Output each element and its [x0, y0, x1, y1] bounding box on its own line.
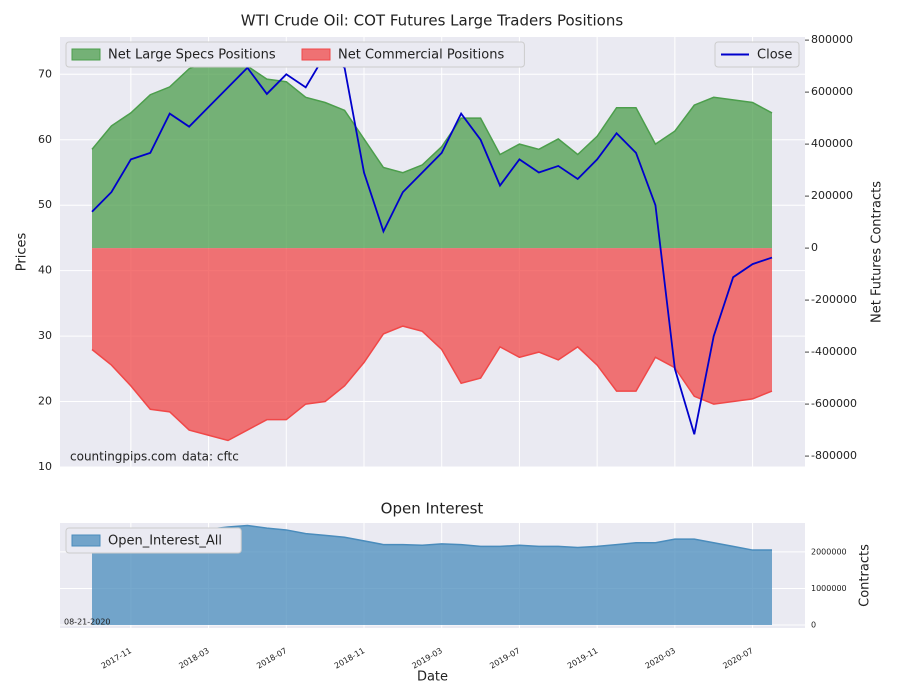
legend-label: Net Commercial Positions — [338, 48, 504, 63]
y2-tick-label: -400000 — [811, 345, 857, 358]
y-axis-label: Prices — [15, 233, 30, 272]
y-tick-label: 30 — [38, 329, 52, 342]
x-axis-label: Date — [417, 670, 448, 685]
y2-tick-label: 800000 — [811, 33, 853, 46]
annotation: 08-21-2020 — [64, 618, 111, 627]
y2-tick-label: -600000 — [811, 397, 857, 410]
x-tick-label: 2020-07 — [721, 646, 754, 671]
y-tick-label: 40 — [38, 264, 52, 277]
legend-label: Open_Interest_All — [108, 534, 222, 549]
x-tick-label: 2019-11 — [566, 646, 599, 671]
line — [91, 53, 773, 435]
area-edge — [91, 325, 773, 442]
y-tick-label: 2000000 — [811, 547, 847, 556]
legend-box — [65, 41, 525, 68]
chart-title: Open Interest — [381, 500, 484, 518]
y2-tick-label: 200000 — [811, 189, 853, 202]
y2-tick-label: -800000 — [811, 449, 857, 462]
x-tick-label: 2017-11 — [100, 646, 133, 671]
y2-tick-label: 600000 — [811, 85, 853, 98]
x-tick-label: 2018-03 — [177, 646, 210, 671]
x-tick-label: 2019-03 — [411, 646, 444, 671]
y-axis-label: Contracts — [858, 544, 873, 607]
legend-box — [65, 527, 242, 554]
area-fill — [92, 58, 772, 249]
area-fill — [92, 248, 772, 441]
legend-label: Close — [757, 48, 792, 63]
legend-swatch — [301, 48, 331, 61]
y2-tick-label: 0 — [811, 241, 818, 254]
y-tick-label: 1000000 — [811, 584, 847, 593]
y2-axis-label: Net Futures Contracts — [870, 181, 885, 323]
legend-label: Net Large Specs Positions — [108, 48, 276, 63]
legend-box — [714, 41, 800, 68]
y-tick-label: 20 — [38, 395, 52, 408]
y-tick-label: 0 — [811, 621, 816, 630]
x-tick-label: 2018-07 — [255, 646, 288, 671]
y2-tick-label: 400000 — [811, 137, 853, 150]
y-tick-label: 50 — [38, 198, 52, 211]
legend-swatch — [71, 48, 101, 61]
x-tick-label: 2020-03 — [644, 646, 677, 671]
y-tick-label: 70 — [38, 67, 52, 80]
y-tick-label: 60 — [38, 133, 52, 146]
y-tick-label: 10 — [38, 460, 52, 473]
y2-tick-label: -200000 — [811, 293, 857, 306]
area-fill — [92, 525, 772, 626]
x-tick-label: 2018-11 — [333, 646, 366, 671]
x-tick-label: 2019-07 — [488, 646, 521, 671]
legend-swatch — [71, 534, 101, 547]
chart-title: WTI Crude Oil: COT Futures Large Traders… — [241, 12, 624, 30]
annotation: data: cftc — [182, 450, 239, 464]
annotation: countingpips.com — [70, 450, 177, 464]
